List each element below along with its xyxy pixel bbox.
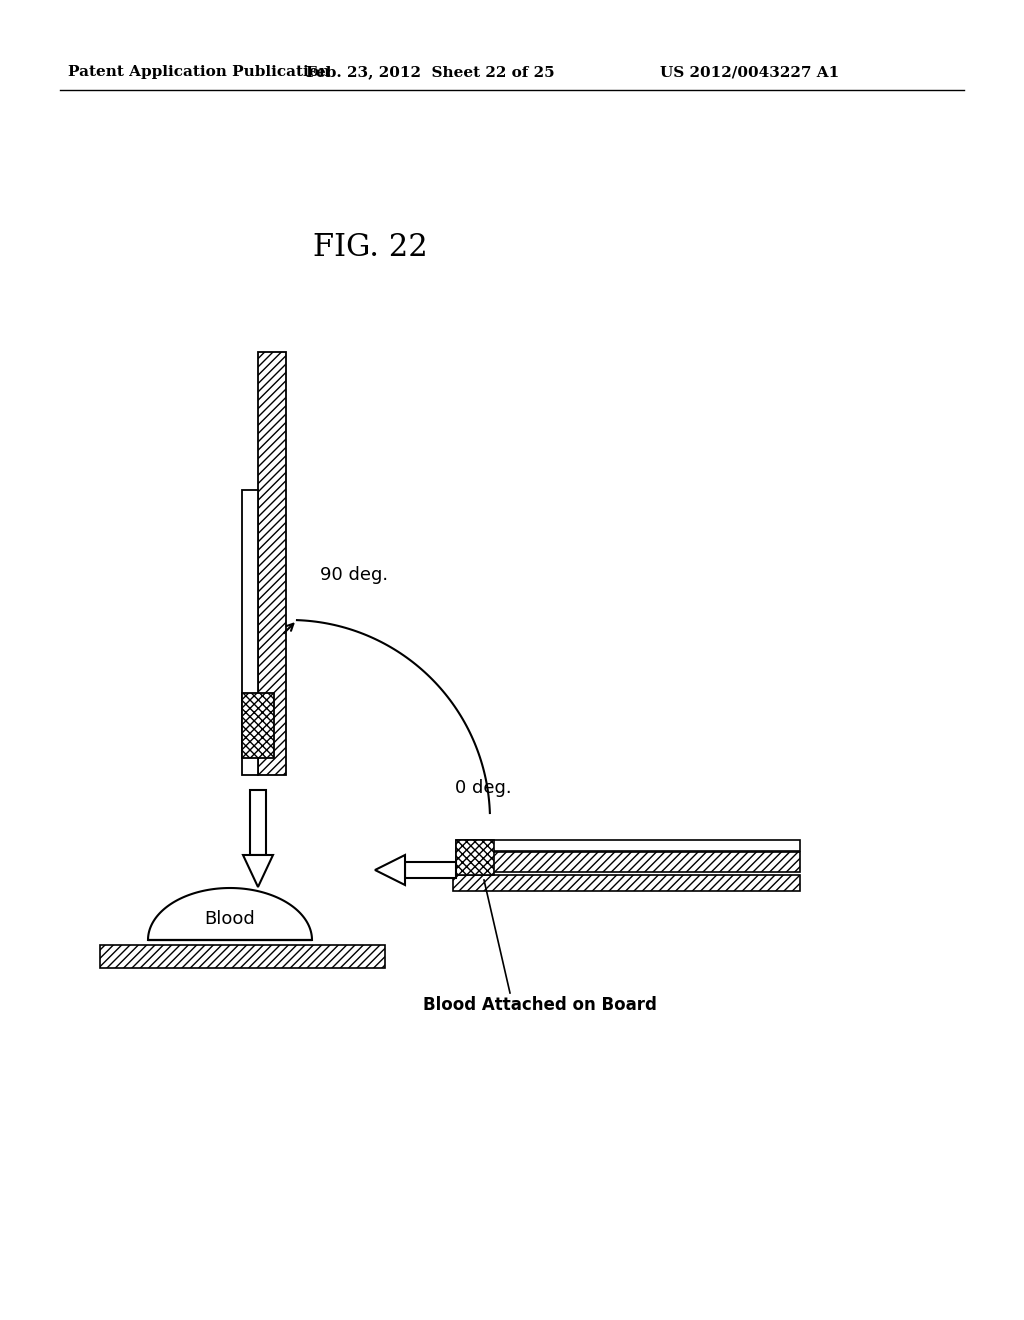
Bar <box>453 875 800 891</box>
Bar <box>242 693 274 758</box>
Bar <box>456 851 800 873</box>
Polygon shape <box>406 862 456 878</box>
Bar <box>456 851 800 873</box>
Text: 0 deg.: 0 deg. <box>455 779 512 797</box>
Bar <box>258 352 286 775</box>
Bar <box>242 490 258 775</box>
Polygon shape <box>375 855 406 884</box>
Bar <box>456 840 494 875</box>
Polygon shape <box>148 888 312 940</box>
Bar <box>258 352 286 775</box>
Bar <box>456 840 800 851</box>
Text: Blood Attached on Board: Blood Attached on Board <box>423 997 657 1014</box>
Polygon shape <box>250 789 266 855</box>
Bar <box>242 693 274 758</box>
Text: US 2012/0043227 A1: US 2012/0043227 A1 <box>660 65 840 79</box>
Text: Blood: Blood <box>205 911 255 928</box>
Text: FIG. 22: FIG. 22 <box>312 232 427 264</box>
Bar <box>100 945 385 968</box>
Polygon shape <box>243 855 273 887</box>
Text: Patent Application Publication: Patent Application Publication <box>68 65 330 79</box>
Bar <box>453 875 800 891</box>
Bar <box>100 945 385 968</box>
Bar <box>456 840 494 875</box>
Text: Feb. 23, 2012  Sheet 22 of 25: Feb. 23, 2012 Sheet 22 of 25 <box>306 65 554 79</box>
Text: 90 deg.: 90 deg. <box>319 566 388 583</box>
